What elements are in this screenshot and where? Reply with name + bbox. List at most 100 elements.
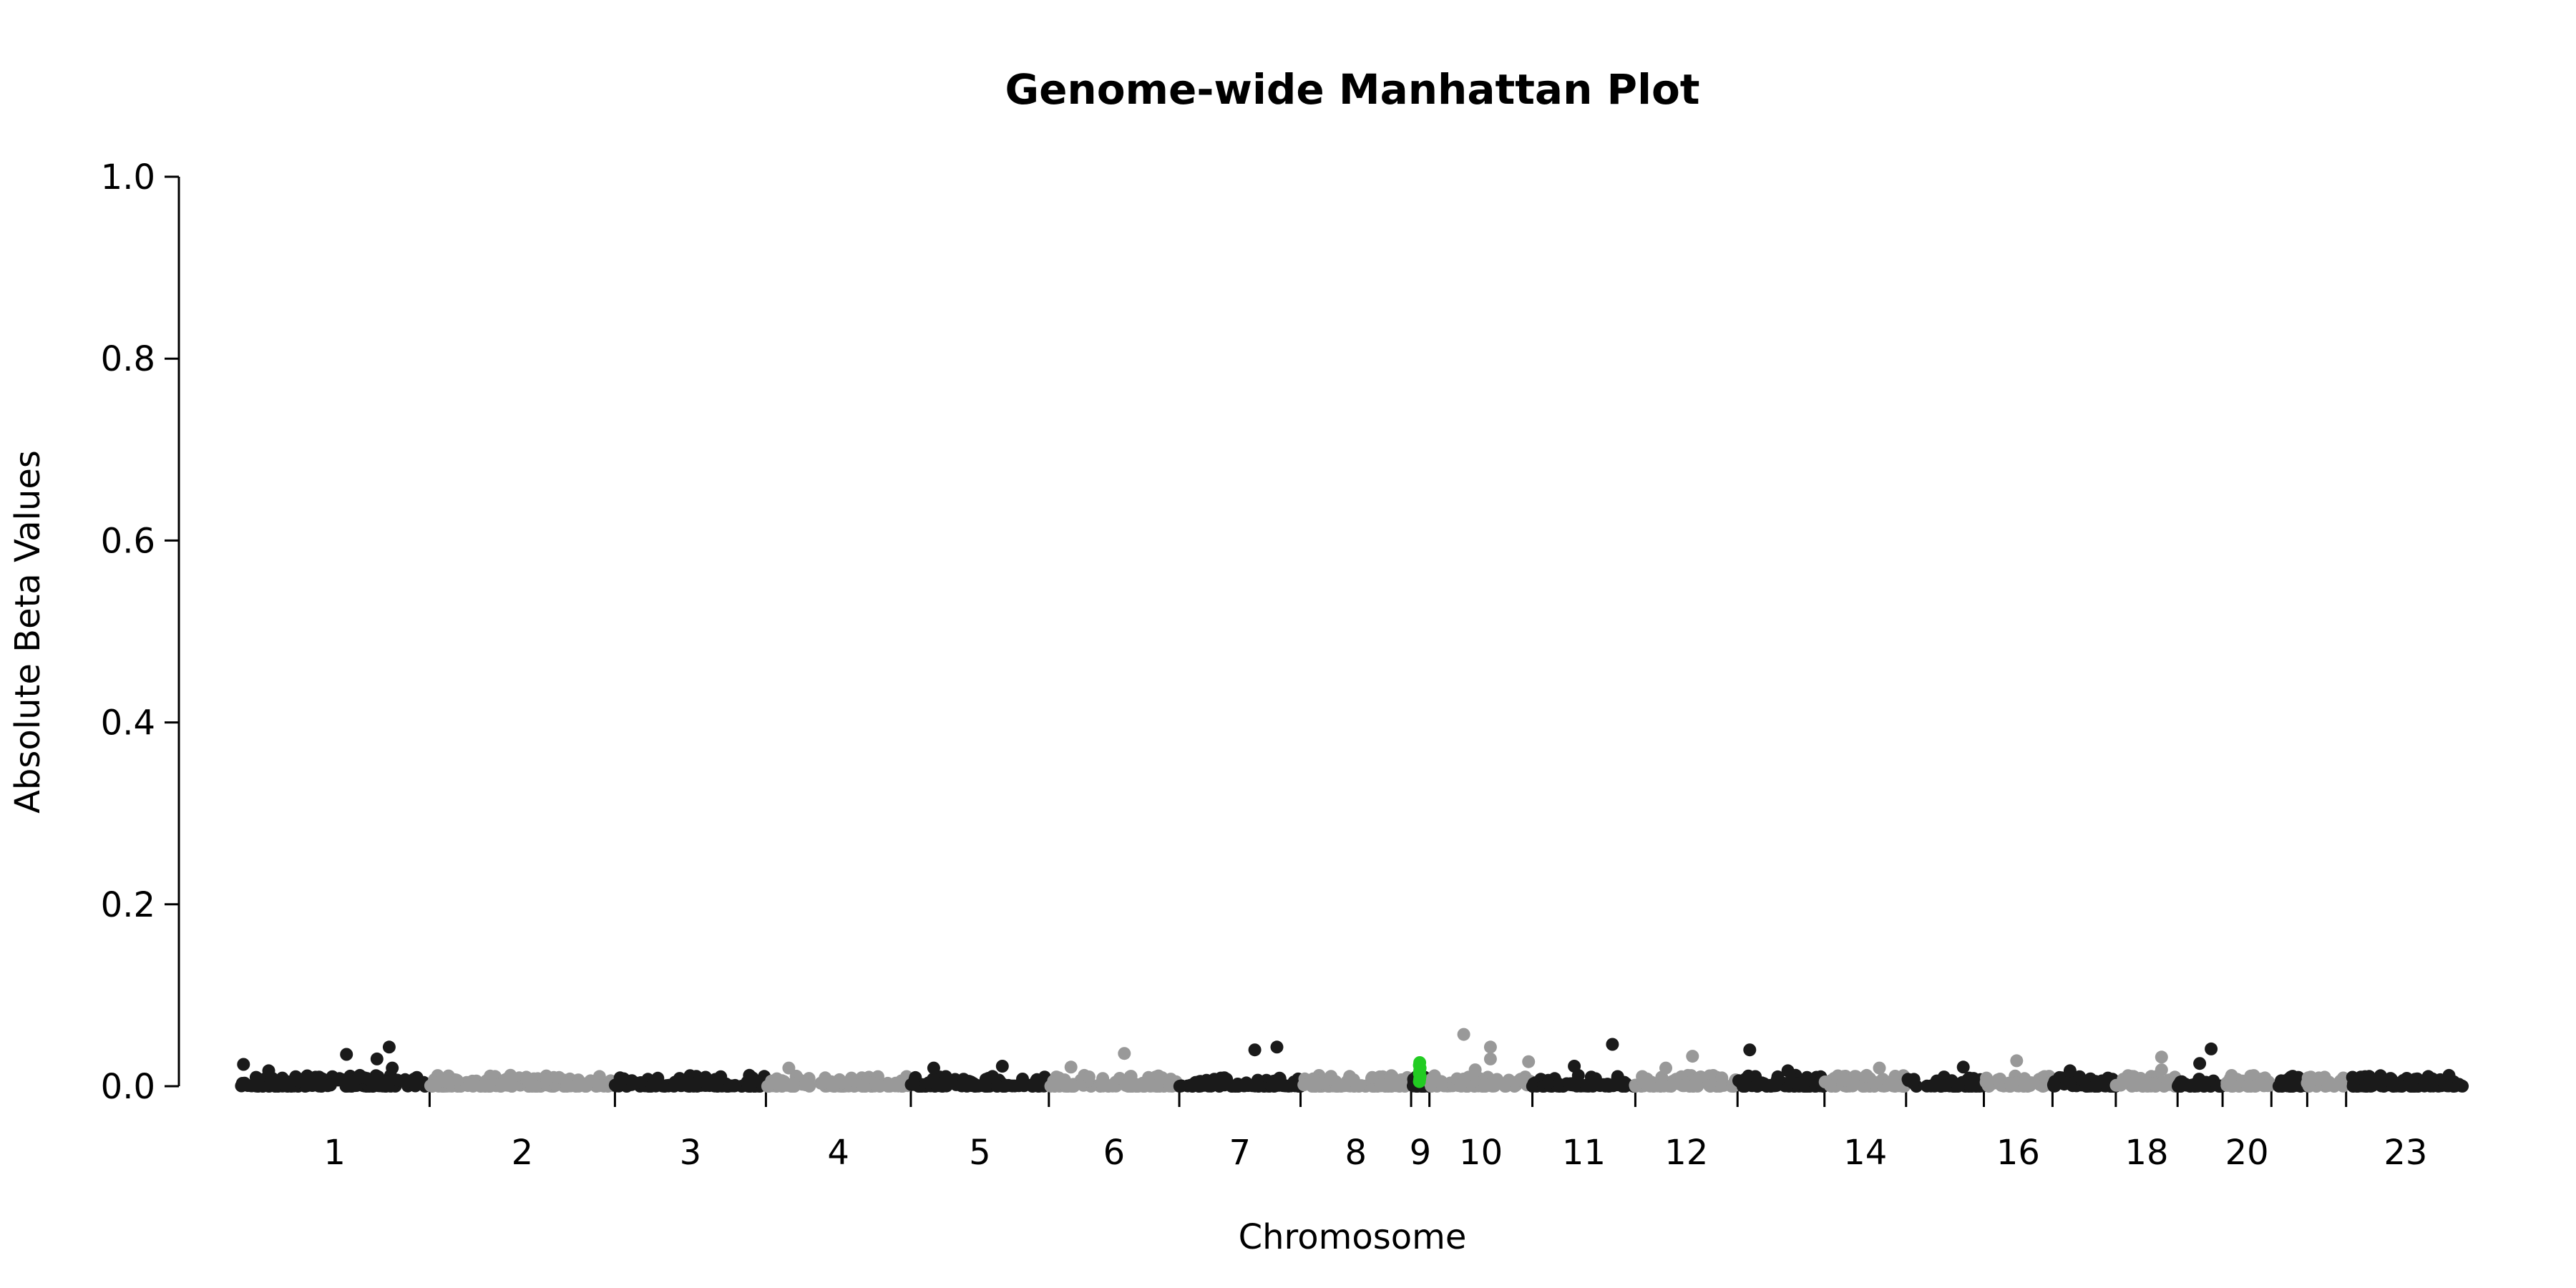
data-point xyxy=(1859,1070,1873,1083)
data-point xyxy=(2193,1057,2207,1070)
data-point xyxy=(679,1077,692,1091)
data-point xyxy=(1488,1073,1502,1087)
x-tick-label: 7 xyxy=(1229,1133,1252,1173)
data-point xyxy=(1270,1040,1284,1054)
data-point xyxy=(1956,1060,1970,1074)
data-point xyxy=(268,1080,282,1093)
data-point xyxy=(819,1071,832,1085)
data-point xyxy=(2418,1079,2431,1093)
data-point xyxy=(1478,1080,1492,1093)
y-tick-label: 0.4 xyxy=(101,703,155,743)
data-point xyxy=(525,1080,539,1093)
data-point xyxy=(1337,1079,1351,1093)
data-point xyxy=(1659,1061,1672,1075)
data-point xyxy=(668,1075,682,1089)
data-point xyxy=(366,1079,380,1093)
data-point xyxy=(1457,1028,1470,1041)
data-point xyxy=(2336,1078,2349,1092)
data-point xyxy=(351,1071,365,1085)
data-point xyxy=(1483,1040,1497,1054)
x-tick-label: 10 xyxy=(1459,1133,1503,1173)
data-point xyxy=(1064,1060,1078,1074)
data-point xyxy=(1248,1043,1262,1057)
data-point xyxy=(1892,1079,1906,1093)
data-point xyxy=(634,1076,648,1089)
data-point xyxy=(1151,1069,1165,1083)
data-point xyxy=(1192,1075,1206,1088)
data-point xyxy=(1790,1077,1803,1091)
x-tick-label: 14 xyxy=(1843,1133,1887,1173)
data-point xyxy=(1781,1064,1795,1078)
data-point xyxy=(1602,1080,1616,1093)
data-point xyxy=(787,1077,801,1091)
data-point xyxy=(1138,1080,1151,1093)
data-point xyxy=(2434,1073,2447,1086)
data-point xyxy=(1873,1061,1886,1075)
data-point xyxy=(294,1073,308,1086)
data-point xyxy=(245,1079,258,1093)
data-point xyxy=(386,1061,399,1075)
data-point xyxy=(1527,1077,1541,1091)
data-point xyxy=(2130,1078,2144,1091)
data-point xyxy=(280,1079,293,1093)
data-point xyxy=(333,1072,346,1085)
y-tick-label: 0.8 xyxy=(101,339,155,379)
y-tick-label: 0.6 xyxy=(101,521,155,561)
data-point xyxy=(262,1064,275,1078)
data-point xyxy=(768,1076,781,1090)
x-tick-label: 9 xyxy=(1410,1133,1432,1173)
y-axis-ticks: 0.0 0.2 0.4 0.6 0.8 1.0 xyxy=(101,157,179,1107)
data-point xyxy=(2073,1070,2087,1083)
data-points xyxy=(235,1028,2469,1093)
data-point xyxy=(922,1076,935,1090)
data-point xyxy=(1964,1078,1978,1092)
data-point xyxy=(442,1076,456,1090)
data-point xyxy=(937,1078,951,1092)
data-point xyxy=(2063,1064,2077,1078)
x-tick-label: 16 xyxy=(1996,1133,2040,1173)
data-point xyxy=(1150,1080,1163,1093)
data-point xyxy=(1823,1079,1837,1093)
data-point xyxy=(2302,1079,2316,1093)
data-point xyxy=(1902,1073,1916,1087)
data-point xyxy=(1566,1078,1580,1092)
data-point xyxy=(1173,1080,1186,1093)
data-point xyxy=(1703,1079,1716,1093)
data-point xyxy=(2010,1054,2024,1068)
data-point xyxy=(1425,1072,1438,1085)
data-point xyxy=(1352,1080,1365,1093)
data-point xyxy=(1715,1071,1729,1085)
data-point xyxy=(782,1061,796,1075)
data-point xyxy=(1118,1047,1131,1060)
data-point xyxy=(2249,1079,2263,1093)
x-axis-label: Chromosome xyxy=(1239,1217,1467,1257)
data-point xyxy=(2321,1079,2335,1093)
data-point xyxy=(1839,1073,1853,1087)
data-point xyxy=(990,1080,1004,1093)
data-point xyxy=(653,1077,666,1091)
data-point xyxy=(2261,1079,2275,1093)
data-point xyxy=(2048,1079,2062,1093)
data-point xyxy=(2312,1071,2326,1085)
data-point xyxy=(1541,1077,1555,1091)
x-tick-label: 1 xyxy=(323,1133,346,1173)
data-point xyxy=(1082,1070,1096,1083)
data-point xyxy=(1096,1072,1110,1085)
y-tick-label: 0.2 xyxy=(101,885,155,925)
data-point xyxy=(1316,1076,1329,1090)
data-point xyxy=(391,1073,404,1087)
data-point xyxy=(2155,1050,2168,1064)
data-point xyxy=(1686,1050,1699,1063)
data-point xyxy=(1676,1079,1689,1093)
data-point xyxy=(506,1078,519,1092)
x-tick-label: 5 xyxy=(969,1133,991,1173)
data-point xyxy=(1580,1079,1594,1093)
x-tick-label: 6 xyxy=(1103,1133,1126,1173)
data-point xyxy=(1568,1060,1581,1073)
data-point xyxy=(1365,1070,1379,1084)
data-point xyxy=(1211,1074,1224,1087)
data-point xyxy=(1375,1078,1388,1091)
data-point xyxy=(1991,1073,2005,1087)
data-point xyxy=(1454,1078,1468,1092)
data-point xyxy=(1468,1063,1482,1077)
